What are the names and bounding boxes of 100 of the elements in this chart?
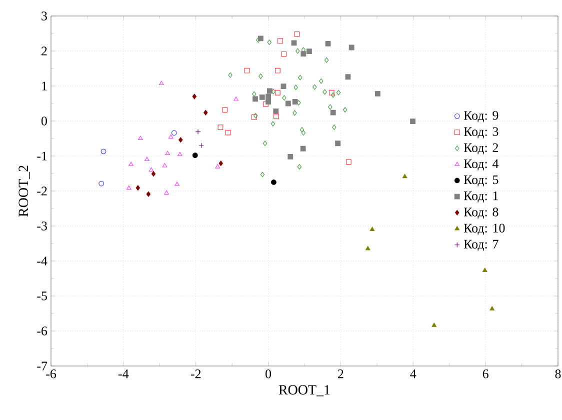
legend-label: Код: 5 [464, 175, 498, 186]
legend-label: Код: 1 [464, 191, 498, 203]
point [331, 92, 336, 98]
y-tick-label: -4 [37, 256, 48, 266]
point [273, 108, 279, 114]
point [244, 68, 250, 74]
legend-label: Код: 9 [464, 111, 498, 122]
point [292, 99, 298, 104]
point [324, 57, 329, 63]
point [332, 124, 336, 130]
point [281, 51, 287, 57]
x-tick-label: 0 [266, 370, 272, 378]
point [374, 90, 380, 96]
point [278, 38, 283, 44]
point [336, 90, 341, 96]
point [298, 74, 302, 80]
point [164, 190, 169, 195]
point [292, 110, 297, 116]
legend-label: Код: 3 [464, 127, 498, 138]
point [262, 140, 268, 146]
point [291, 40, 297, 46]
y-tick-label: -2 [37, 186, 47, 196]
point [300, 127, 304, 132]
point [306, 48, 312, 54]
point [280, 84, 286, 90]
point [275, 90, 280, 96]
point [178, 152, 182, 156]
y-tick-label: 3 [42, 12, 47, 20]
point [301, 130, 306, 136]
point [252, 91, 256, 97]
point [162, 163, 168, 168]
y-tick-label: 0 [41, 116, 47, 126]
point [251, 114, 257, 120]
point [432, 322, 437, 327]
legend-label: Код: 8 [464, 208, 498, 219]
legend-label: Код: 7 [464, 240, 498, 251]
y-tick-label: -5 [37, 292, 47, 300]
x-axis-title: ROOT_1 [278, 385, 330, 396]
point [297, 164, 302, 170]
point [195, 129, 201, 135]
point [275, 68, 280, 74]
x-tick-label: 2 [338, 370, 344, 378]
point [300, 51, 306, 56]
point [274, 114, 279, 120]
point [482, 268, 488, 272]
point [100, 148, 106, 154]
point [365, 246, 370, 250]
point [234, 96, 238, 101]
legend-label: Код: 2 [464, 143, 498, 154]
point [165, 150, 170, 156]
point [258, 73, 263, 79]
y-tick-label: 2 [42, 46, 47, 56]
point [159, 80, 164, 86]
point [263, 101, 268, 107]
point [267, 40, 272, 45]
point [192, 152, 198, 158]
point [171, 130, 177, 136]
point [294, 31, 300, 37]
point [260, 172, 265, 178]
point [346, 159, 352, 165]
point [266, 99, 271, 104]
point [266, 94, 271, 100]
point [402, 174, 408, 178]
point [148, 167, 154, 172]
point [294, 84, 298, 90]
point [410, 118, 416, 124]
point [330, 110, 336, 116]
point [178, 137, 183, 143]
point [254, 113, 258, 118]
point [136, 185, 140, 191]
point [126, 185, 132, 190]
point [174, 182, 180, 186]
y-tick-label: 1 [42, 82, 47, 90]
point [215, 164, 220, 168]
point [282, 95, 286, 101]
legend-label: Код: 4 [464, 159, 499, 170]
point [319, 78, 324, 84]
point [490, 306, 494, 310]
y-tick-label: -1 [37, 152, 47, 160]
point [328, 90, 334, 96]
point [342, 107, 348, 112]
point [286, 100, 291, 106]
point [328, 104, 332, 110]
y-tick-label: -3 [37, 222, 47, 230]
point [98, 180, 104, 186]
point [300, 146, 306, 152]
point [322, 89, 327, 95]
point [198, 142, 204, 148]
point [144, 156, 150, 161]
x-tick-label: -2 [190, 370, 201, 378]
point [267, 88, 272, 94]
point [218, 160, 223, 166]
x-tick-label: 6 [482, 370, 488, 378]
point [259, 94, 265, 100]
x-tick-label: 8 [555, 370, 561, 378]
point [325, 40, 331, 46]
point [252, 96, 258, 102]
point [370, 226, 375, 231]
point [128, 162, 134, 166]
point [270, 121, 276, 126]
